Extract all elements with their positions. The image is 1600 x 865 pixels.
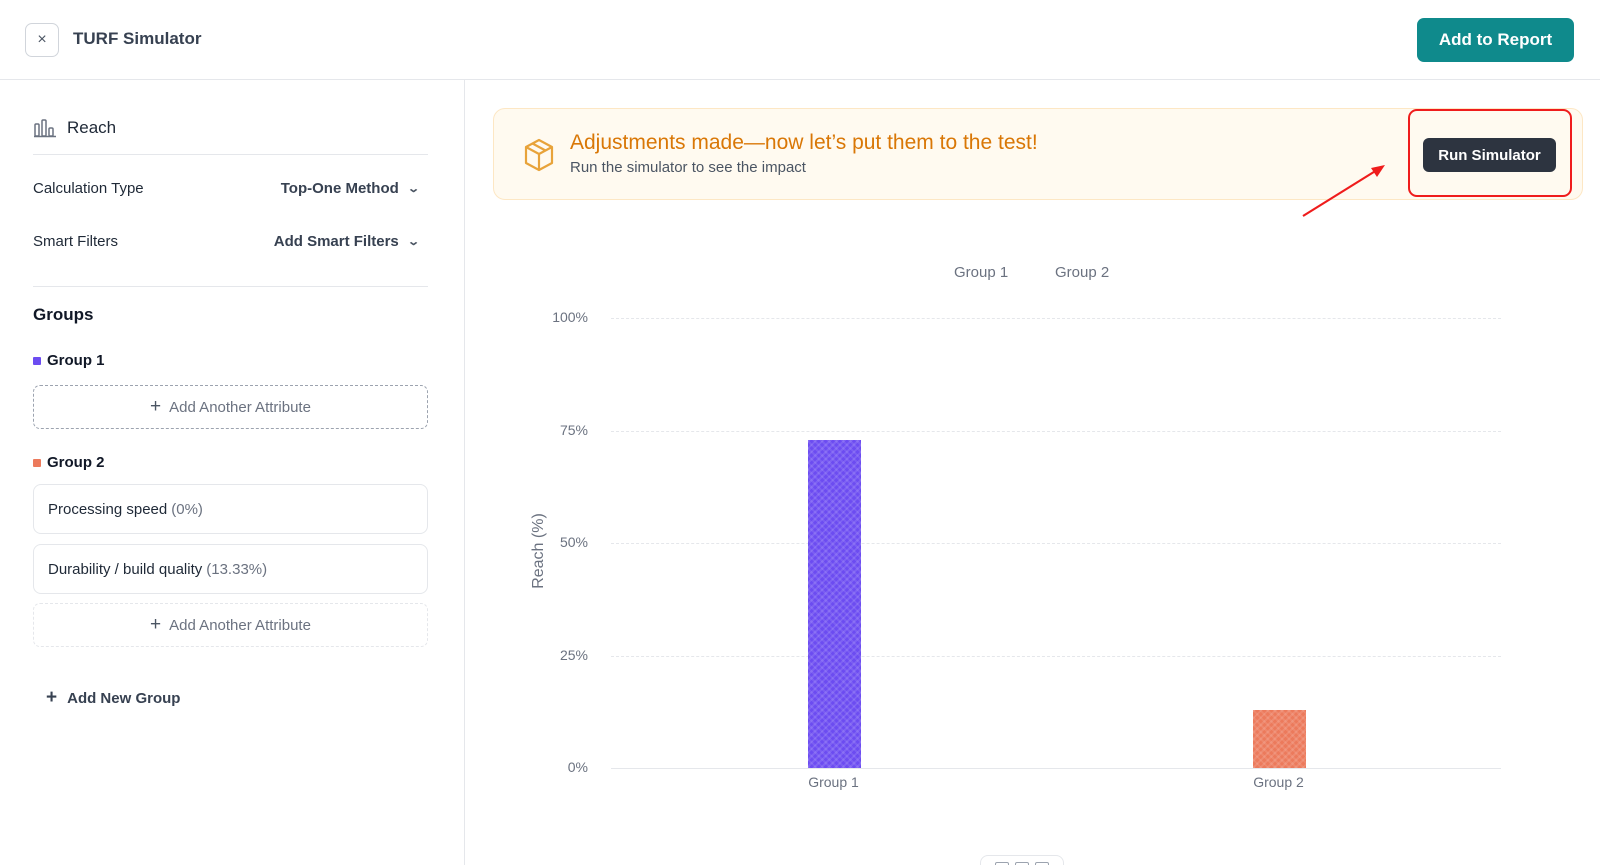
group-1-color-swatch xyxy=(33,356,41,365)
annotation-arrow xyxy=(1302,165,1385,217)
page-title: TURF Simulator xyxy=(73,29,202,48)
banner-title: Adjustments made—now let’s put them to t… xyxy=(570,131,1038,154)
smart-filters-row: Smart Filters Add Smart Filters ⌄ xyxy=(33,233,420,250)
smart-filters-value: Add Smart Filters xyxy=(273,233,399,250)
group-2-add-attribute-button[interactable]: + Add Another Attribute xyxy=(33,603,428,647)
chevron-down-icon: ⌄ xyxy=(406,183,420,195)
add-new-group-label: Add New Group xyxy=(67,689,181,707)
smart-filters-dropdown[interactable]: Add Smart Filters ⌄ xyxy=(273,233,420,250)
group-2-color-swatch xyxy=(33,458,41,467)
add-attribute-label: Add Another Attribute xyxy=(169,616,311,634)
calculation-type-value: Top-One Method xyxy=(280,180,399,197)
plus-icon: + xyxy=(46,687,58,708)
close-icon: × xyxy=(37,31,47,48)
attribute-name: Processing speed xyxy=(48,500,168,518)
grid-line xyxy=(611,655,1501,657)
group-2-name: Group 2 xyxy=(47,454,105,471)
group-2-label: Group 2 xyxy=(33,454,105,471)
reach-bar-chart: Group 1 Group 2 Reach (%) 100% 75% 50% 25% 0… xyxy=(493,230,1583,850)
calculation-type-row: Calculation Type Top-One Method ⌄ xyxy=(33,180,420,197)
group-1-label: Group 1 xyxy=(33,352,105,369)
add-new-group-button[interactable]: + Add New Group xyxy=(46,687,180,709)
attribute-name: Durability / build quality xyxy=(48,560,203,578)
y-tick-label: 100% xyxy=(552,309,588,325)
add-attribute-label: Add Another Attribute xyxy=(169,398,311,416)
smart-filters-label: Smart Filters xyxy=(33,233,119,250)
y-tick-label: 0% xyxy=(567,759,588,775)
annotation-highlight-box xyxy=(1408,109,1572,197)
chevron-down-icon: ⌄ xyxy=(406,236,420,248)
cube-icon xyxy=(524,138,554,172)
y-tick-label: 75% xyxy=(559,421,588,438)
groups-title: Groups xyxy=(33,305,94,324)
banner-subtitle: Run the simulator to see the impact xyxy=(570,159,806,176)
x-axis-line xyxy=(611,768,1501,769)
grid-line xyxy=(611,543,1501,544)
view-option-icon[interactable] xyxy=(1015,862,1029,865)
attribute-card[interactable]: Durability / build quality (13.33%) xyxy=(33,544,428,594)
divider xyxy=(33,286,428,287)
grid-line xyxy=(611,430,1501,432)
y-axis-title: Reach (%) xyxy=(529,513,547,589)
legend-item-group-2[interactable]: Group 2 xyxy=(1055,264,1110,281)
group-1-add-attribute-button[interactable]: + Add Another Attribute xyxy=(33,385,428,429)
divider xyxy=(33,154,428,155)
y-tick-label: 25% xyxy=(559,646,588,663)
attribute-percent: (0%) xyxy=(171,500,203,518)
top-header: × TURF Simulator Add to Report xyxy=(0,0,1600,80)
bar-chart-icon xyxy=(34,119,56,138)
run-simulator-button[interactable]: Run Simulator xyxy=(1423,138,1556,172)
attribute-percent: (13.33%) xyxy=(206,560,268,578)
plus-icon: + xyxy=(150,396,162,417)
view-option-icon[interactable] xyxy=(995,862,1009,865)
group-1-name: Group 1 xyxy=(47,352,105,369)
add-to-report-button[interactable]: Add to Report xyxy=(1417,18,1574,62)
reach-section-title: Reach xyxy=(67,118,117,137)
bar-group-2[interactable] xyxy=(1252,709,1306,768)
close-button[interactable]: × xyxy=(25,23,59,57)
plus-icon: + xyxy=(150,614,162,635)
reach-section-header: Reach xyxy=(33,118,116,138)
settings-sidebar: Reach Calculation Type Top-One Method ⌄ … xyxy=(0,80,465,865)
attribute-card[interactable]: Processing speed (0%) xyxy=(33,484,428,534)
legend-item-group-1[interactable]: Group 1 xyxy=(954,264,1009,281)
chart-view-toggle[interactable] xyxy=(980,855,1064,865)
simulator-notice-banner: Adjustments made—now let’s put them to t… xyxy=(493,108,1583,200)
grid-line xyxy=(611,318,1501,319)
x-tick-label: Group 1 xyxy=(808,774,859,790)
bar-group-1[interactable] xyxy=(807,439,861,768)
y-tick-label: 50% xyxy=(559,534,588,550)
x-tick-label: Group 2 xyxy=(1253,774,1304,790)
view-option-icon[interactable] xyxy=(1035,862,1049,865)
calculation-type-label: Calculation Type xyxy=(33,180,144,197)
calculation-type-dropdown[interactable]: Top-One Method ⌄ xyxy=(280,180,420,197)
